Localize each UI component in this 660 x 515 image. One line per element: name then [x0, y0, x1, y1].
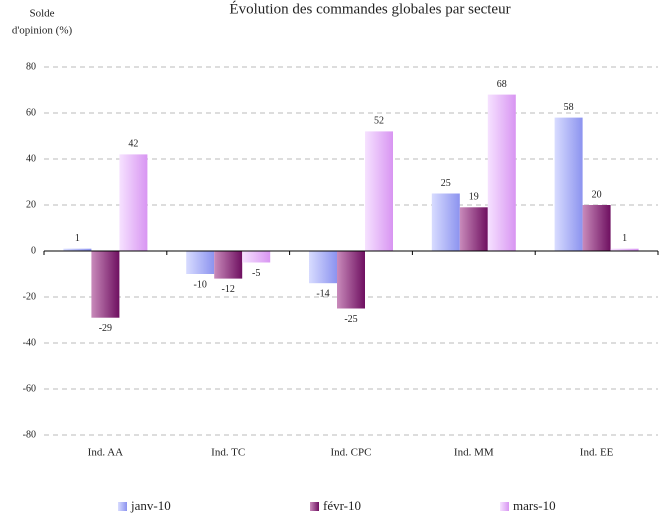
data-label: -14 [316, 288, 329, 299]
x-tick-label: Ind. EE [580, 447, 614, 459]
data-label: 25 [441, 178, 451, 189]
data-label: 20 [592, 189, 602, 200]
x-tick-label: Ind. CPC [331, 447, 372, 459]
bar [554, 117, 583, 251]
data-label: -29 [99, 323, 112, 334]
data-label: -10 [194, 279, 207, 290]
bar [309, 251, 337, 284]
y-tick-label: -60 [23, 383, 36, 394]
data-label: 19 [469, 192, 479, 203]
y-tick-label: 40 [26, 153, 36, 164]
bar [63, 248, 92, 251]
y-tick-label: -40 [23, 337, 36, 348]
x-tick-label: Ind. MM [454, 447, 494, 459]
bar [242, 251, 271, 263]
data-label: -25 [344, 314, 357, 325]
legend-label: févr-10 [323, 498, 361, 513]
data-label: 42 [128, 139, 138, 150]
x-tick-label: Ind. AA [88, 447, 124, 459]
bar [91, 251, 120, 318]
data-label: 1 [622, 233, 627, 244]
y-tick-label: 60 [26, 107, 36, 118]
y-tick-label: 0 [31, 245, 36, 256]
bar [186, 251, 215, 274]
y-tick-label: -20 [23, 291, 36, 302]
data-label: 58 [564, 102, 574, 113]
data-label: 68 [497, 79, 507, 90]
chart-title: Évolution des commandes globales par sec… [229, 0, 510, 17]
bar [610, 248, 639, 251]
legend-label: mars-10 [513, 498, 556, 513]
x-tick-label: Ind. TC [211, 447, 245, 459]
bar [337, 251, 365, 309]
bar [487, 94, 516, 251]
y-axis-label: Solde [29, 8, 54, 20]
data-label: -12 [222, 284, 235, 295]
legend-label: janv-10 [130, 498, 171, 513]
bar [459, 207, 488, 251]
bar [582, 205, 611, 251]
legend-swatch [500, 502, 509, 511]
y-tick-label: 80 [26, 61, 36, 72]
bar [365, 131, 393, 251]
data-label: -5 [252, 268, 260, 279]
data-label: 52 [374, 116, 384, 127]
legend-swatch [118, 502, 127, 511]
y-axis-label: d'opinion (%) [12, 25, 73, 37]
y-tick-label: 20 [26, 199, 36, 210]
bar [119, 154, 148, 251]
bar [431, 193, 460, 251]
legend-swatch [310, 502, 319, 511]
bar [214, 251, 243, 279]
y-tick-label: -80 [23, 429, 36, 440]
data-label: 1 [75, 233, 80, 244]
